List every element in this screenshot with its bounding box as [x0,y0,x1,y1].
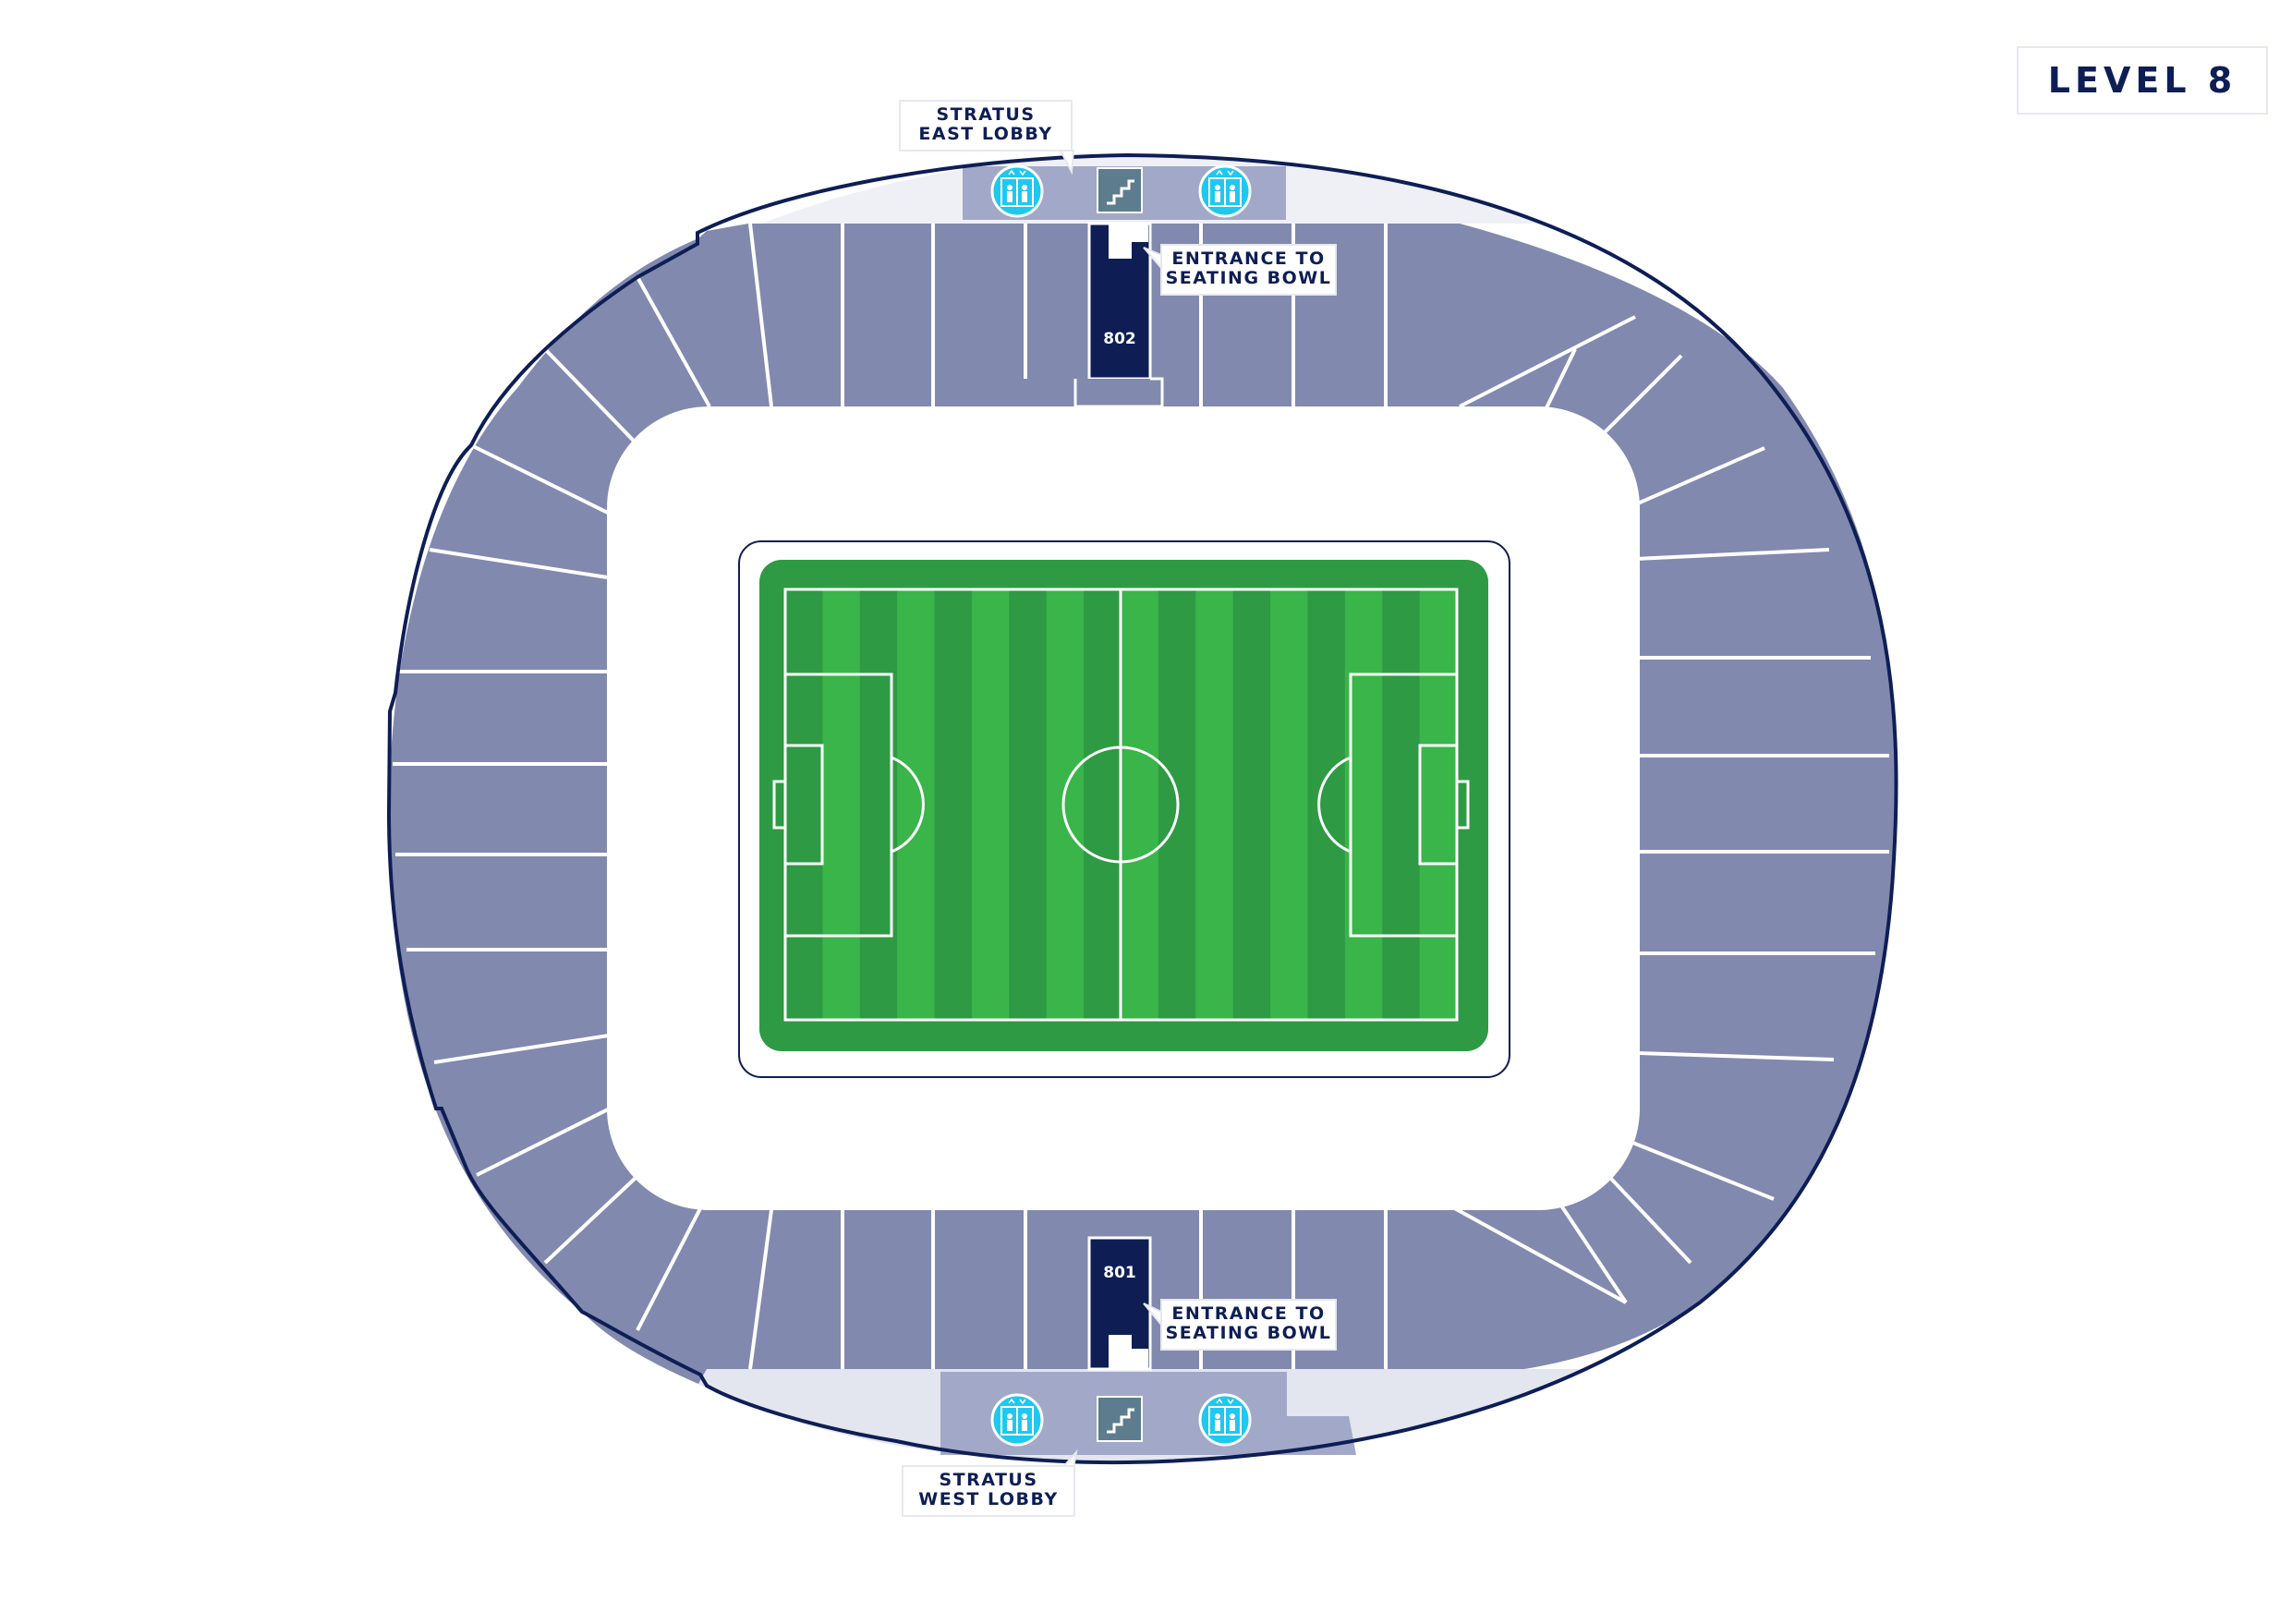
entrance-top-label: ENTRANCE TO SEATING BOWL [1160,244,1337,296]
level-title: LEVEL 8 [2017,46,2268,115]
pitch-stripe [1046,589,1085,1020]
stadium-outline [386,152,1898,1465]
section-802-label: 802 [1103,330,1136,348]
stairs-icon[interactable] [1097,167,1143,213]
east-lobby-line1: STRATUS [936,104,1036,125]
lift-icon[interactable] [990,1393,1044,1447]
pitch-stripe [897,589,935,1020]
pitch-stripe [1270,589,1308,1020]
section-divider [636,1186,713,1331]
lift-icon[interactable] [1198,164,1252,218]
section-divider [1616,446,1765,515]
section-divider [1616,1134,1775,1201]
section-divider [1440,1199,1627,1304]
pitch-stripe [971,589,1010,1020]
east-lobby-label: STRATUS EAST LOBBY [899,100,1073,151]
west-lobby-label: STRATUS WEST LOBBY [902,1465,1075,1517]
section-divider [748,223,773,407]
stairs-icon[interactable] [1097,1396,1143,1442]
section-divider [1639,1051,1835,1061]
west-lobby-line2: WEST LOBBY [918,1489,1059,1509]
lift-icon[interactable] [1198,1393,1252,1447]
pitch-stripe [822,589,860,1020]
section-divider [1634,548,1830,561]
section-divider [433,1033,615,1064]
lift-icon[interactable] [990,164,1044,218]
east-lobby-line2: EAST LOBBY [918,124,1053,144]
entrance-top-line2: SEATING BOWL [1165,268,1332,288]
pitch-stripes [822,589,1457,1020]
section-divider [470,443,618,519]
section-801-label: 801 [1103,1264,1136,1282]
section-divider [476,1097,629,1177]
entrance-802[interactable]: 802 [1073,222,1164,408]
section-divider [748,1209,773,1370]
entrance-801[interactable]: 801 [1087,1236,1152,1371]
section-divider [1459,315,1636,408]
entrance-bottom-line2: SEATING BOWL [1165,1323,1332,1343]
entrance-bottom-line1: ENTRANCE TO [1171,1303,1326,1324]
entrance-top-line1: ENTRANCE TO [1171,248,1326,269]
pitch-stripe [1195,589,1233,1020]
section-divider [636,276,711,407]
west-lobby-line1: STRATUS [939,1470,1038,1490]
pitch-stripe [1121,589,1158,1020]
entrance-bottom-label: ENTRANCE TO SEATING BOWL [1160,1299,1337,1351]
section-dividers [393,223,1889,1370]
section-divider [429,548,608,579]
pitch-markings [772,588,1470,1022]
west-lobby-area[interactable] [940,1372,1356,1455]
pitch-stripe [1419,589,1457,1020]
